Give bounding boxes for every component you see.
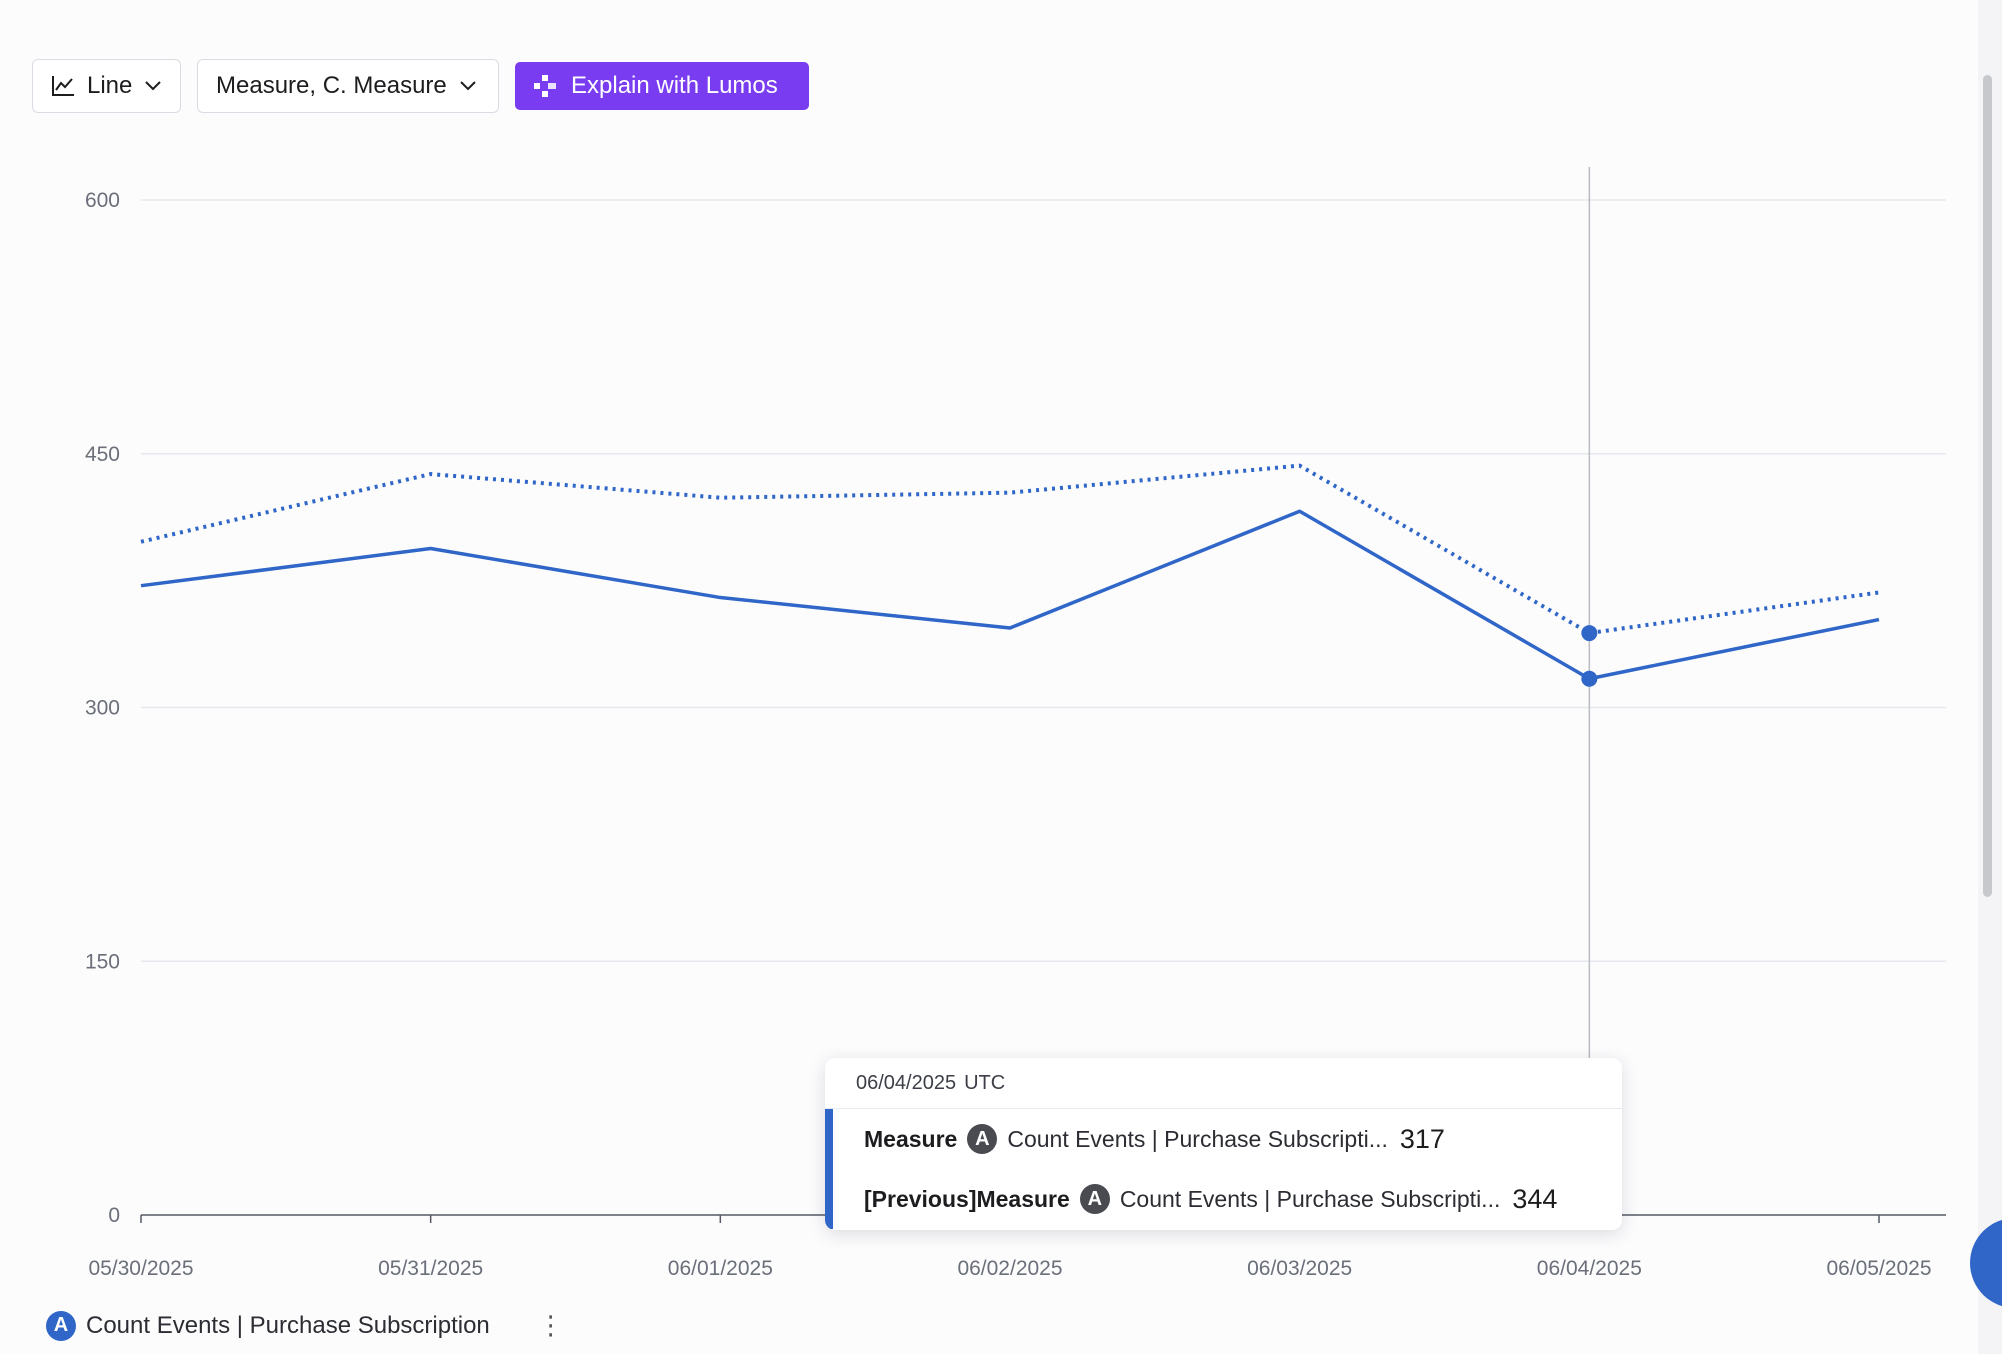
previous-measure-series-line (141, 466, 1879, 633)
chart-tooltip: 06/04/2025 UTC Measure A Count Events | … (825, 1058, 1622, 1230)
lumos-sparkle-icon (533, 74, 557, 98)
y-axis-ticks: 0 150 300 450 600 (85, 189, 120, 1227)
measure-dropdown[interactable]: Measure, C. Measure (197, 59, 499, 113)
series-badge: A (1080, 1184, 1110, 1214)
tooltip-header: 06/04/2025 UTC (825, 1058, 1622, 1109)
vertical-scrollbar[interactable] (1983, 75, 1992, 897)
tooltip-series-label: Count Events | Purchase Subscripti... (1007, 1126, 1388, 1153)
highlighted-data-point (1581, 671, 1597, 687)
measure-series-line (141, 511, 1879, 678)
y-tick-label: 300 (85, 697, 120, 720)
highlighted-data-point (1581, 625, 1597, 641)
x-tick-label: 06/02/2025 (957, 1257, 1062, 1280)
y-tick-label: 150 (85, 950, 120, 973)
x-tick-label: 05/30/2025 (88, 1257, 193, 1280)
chevron-down-icon (459, 80, 477, 92)
tooltip-date: 06/04/2025 (856, 1072, 956, 1095)
explain-button-label: Explain with Lumos (571, 72, 778, 100)
x-tick-label: 06/04/2025 (1537, 1257, 1642, 1280)
chart-legend[interactable]: A Count Events | Purchase Subscription ⋮ (46, 1310, 564, 1341)
chart-type-label: Line (87, 72, 132, 100)
tooltip-series-name: [Previous]Measure (864, 1186, 1070, 1213)
y-tick-label: 600 (85, 189, 120, 212)
tooltip-series-label: Count Events | Purchase Subscripti... (1120, 1186, 1501, 1213)
x-tick-label: 05/31/2025 (378, 1257, 483, 1280)
y-tick-label: 0 (108, 1204, 120, 1227)
legend-badge: A (46, 1311, 76, 1341)
chevron-down-icon (144, 80, 162, 92)
series-badge: A (967, 1124, 997, 1154)
tooltip-row-measure: Measure A Count Events | Purchase Subscr… (825, 1109, 1622, 1169)
kebab-icon[interactable]: ⋮ (538, 1310, 564, 1341)
tooltip-row-previous-measure: [Previous]Measure A Count Events | Purch… (825, 1169, 1622, 1229)
tooltip-series-value: 344 (1512, 1184, 1557, 1215)
explain-with-lumos-button[interactable]: Explain with Lumos (515, 62, 809, 110)
x-tick-label: 06/01/2025 (668, 1257, 773, 1280)
x-tick-label: 06/03/2025 (1247, 1257, 1352, 1280)
tooltip-series-name: Measure (864, 1126, 957, 1153)
y-tick-label: 450 (85, 443, 120, 466)
line-chart-icon (51, 75, 75, 97)
chart-toolbar: Line Measure, C. Measure Explain with Lu… (32, 58, 809, 114)
measure-label: Measure, C. Measure (216, 72, 447, 100)
legend-label: Count Events | Purchase Subscription (86, 1312, 490, 1340)
chart-series[interactable] (141, 466, 1879, 687)
chart-type-dropdown[interactable]: Line (32, 59, 181, 113)
chart-grid (141, 200, 1946, 961)
x-tick-label: 06/05/2025 (1826, 1257, 1931, 1280)
tooltip-series-value: 317 (1400, 1124, 1445, 1155)
tooltip-timezone: UTC (964, 1072, 1005, 1095)
